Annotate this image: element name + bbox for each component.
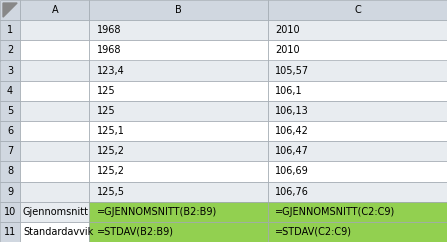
Bar [20, 182, 89, 202]
Text: 9: 9 [7, 187, 13, 197]
Text: 2010: 2010 [275, 25, 300, 35]
Text: 125,2: 125,2 [97, 166, 125, 176]
Text: =STDAV(B2:B9): =STDAV(B2:B9) [97, 227, 173, 237]
Bar [89, 81, 268, 101]
Bar [0, 81, 20, 101]
Bar [268, 161, 447, 182]
Bar [0, 40, 20, 60]
Bar [268, 60, 447, 81]
Text: 105,57: 105,57 [275, 66, 309, 76]
Bar [0, 60, 20, 81]
Bar [268, 40, 447, 60]
Bar [20, 0, 89, 20]
Bar [0, 121, 20, 141]
Text: =GJENNOMSNITT(B2:B9): =GJENNOMSNITT(B2:B9) [97, 207, 217, 217]
Text: Standardavvik: Standardavvik [23, 227, 93, 237]
Text: 8: 8 [7, 166, 13, 176]
Bar [89, 101, 268, 121]
Bar [268, 222, 447, 242]
Bar [268, 121, 447, 141]
Bar [89, 202, 268, 222]
Text: 106,42: 106,42 [275, 126, 309, 136]
Text: 2: 2 [7, 45, 13, 55]
Bar [20, 141, 89, 161]
Bar [0, 141, 20, 161]
Text: 1968: 1968 [97, 45, 121, 55]
Text: 106,69: 106,69 [275, 166, 309, 176]
Bar [20, 60, 89, 81]
Text: 125,1: 125,1 [97, 126, 124, 136]
Bar [268, 202, 447, 222]
Text: 2010: 2010 [275, 45, 300, 55]
Text: =GJENNOMSNITT(C2:C9): =GJENNOMSNITT(C2:C9) [275, 207, 396, 217]
Bar [268, 20, 447, 40]
Bar [20, 40, 89, 60]
Bar [0, 182, 20, 202]
Bar [89, 141, 268, 161]
Text: 106,1: 106,1 [275, 86, 303, 96]
Text: 123,4: 123,4 [97, 66, 124, 76]
Bar [0, 0, 20, 20]
Text: Gjennomsnitt: Gjennomsnitt [23, 207, 89, 217]
Text: 125: 125 [97, 106, 115, 116]
Text: 5: 5 [7, 106, 13, 116]
Bar [0, 161, 20, 182]
Text: 10: 10 [4, 207, 16, 217]
Bar [20, 81, 89, 101]
Text: 1968: 1968 [97, 25, 121, 35]
Bar [268, 101, 447, 121]
Bar [89, 20, 268, 40]
Bar [268, 0, 447, 20]
Text: =STDAV(C2:C9): =STDAV(C2:C9) [275, 227, 352, 237]
Bar [20, 161, 89, 182]
Bar [89, 40, 268, 60]
Bar [20, 121, 89, 141]
Text: 1: 1 [7, 25, 13, 35]
Bar [89, 161, 268, 182]
Text: 3: 3 [7, 66, 13, 76]
Bar [20, 222, 89, 242]
Bar [89, 222, 268, 242]
Bar [89, 0, 268, 20]
Text: 7: 7 [7, 146, 13, 156]
Text: 106,47: 106,47 [275, 146, 309, 156]
Text: A: A [51, 5, 58, 15]
Bar [20, 20, 89, 40]
Bar [89, 60, 268, 81]
Bar [0, 222, 20, 242]
Text: 106,13: 106,13 [275, 106, 309, 116]
Text: C: C [354, 5, 361, 15]
Bar [89, 182, 268, 202]
Text: 125: 125 [97, 86, 115, 96]
Text: B: B [175, 5, 182, 15]
Text: 11: 11 [4, 227, 16, 237]
Bar [268, 141, 447, 161]
Bar [268, 182, 447, 202]
Bar [89, 121, 268, 141]
Text: 6: 6 [7, 126, 13, 136]
Bar [0, 202, 20, 222]
Text: 4: 4 [7, 86, 13, 96]
Bar [20, 202, 89, 222]
Bar [20, 101, 89, 121]
Bar [268, 81, 447, 101]
Text: 125,2: 125,2 [97, 146, 125, 156]
Bar [0, 101, 20, 121]
Bar [0, 20, 20, 40]
Polygon shape [3, 3, 17, 17]
Text: 125,5: 125,5 [97, 187, 125, 197]
Text: 106,76: 106,76 [275, 187, 309, 197]
